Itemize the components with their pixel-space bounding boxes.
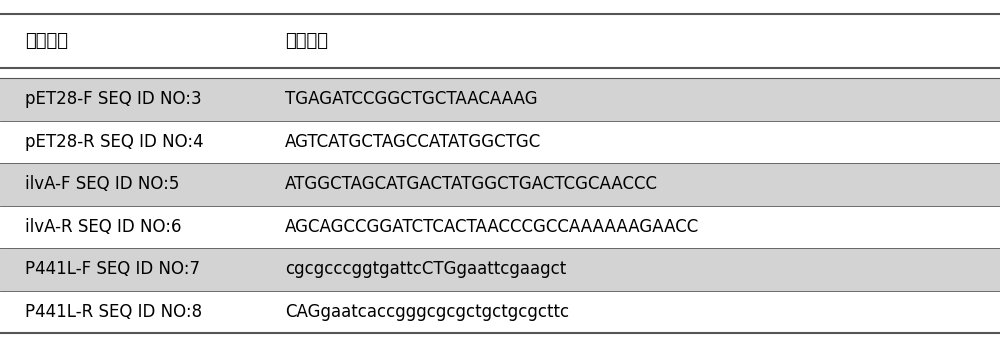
Bar <box>0 291 1000 333</box>
Bar <box>0 163 1000 206</box>
Text: pET28-R SEQ ID NO:4: pET28-R SEQ ID NO:4 <box>25 133 204 151</box>
Bar <box>0 121 1000 163</box>
Text: P441L-F SEQ ID NO:7: P441L-F SEQ ID NO:7 <box>25 260 200 278</box>
Bar <box>0 78 1000 121</box>
Text: AGCAGCCGGATCTCACTAACCCGCCAAAAAAGAACC: AGCAGCCGGATCTCACTAACCCGCCAAAAAAGAACC <box>285 218 699 236</box>
Text: ilvA-R SEQ ID NO:6: ilvA-R SEQ ID NO:6 <box>25 218 182 236</box>
Text: ilvA-F SEQ ID NO:5: ilvA-F SEQ ID NO:5 <box>25 175 179 193</box>
Text: CAGgaatcaccgggcgcgctgctgcgcttc: CAGgaatcaccgggcgcgctgctgcgcttc <box>285 303 569 321</box>
Text: 引物序列: 引物序列 <box>285 32 328 50</box>
Text: cgcgcccggtgattcCTGgaattcgaagct: cgcgcccggtgattcCTGgaattcgaagct <box>285 260 566 278</box>
Text: AGTCATGCTAGCCATATGGCTGC: AGTCATGCTAGCCATATGGCTGC <box>285 133 541 151</box>
Text: TGAGATCCGGCTGCTAACAAAG: TGAGATCCGGCTGCTAACAAAG <box>285 90 538 108</box>
Bar <box>0 206 1000 248</box>
Text: P441L-R SEQ ID NO:8: P441L-R SEQ ID NO:8 <box>25 303 202 321</box>
Bar <box>0 248 1000 291</box>
Text: ATGGCTAGCATGACTATGGCTGACTCGCAACCC: ATGGCTAGCATGACTATGGCTGACTCGCAACCC <box>285 175 658 193</box>
Text: pET28-F SEQ ID NO:3: pET28-F SEQ ID NO:3 <box>25 90 202 108</box>
Text: 引物名称: 引物名称 <box>25 32 68 50</box>
